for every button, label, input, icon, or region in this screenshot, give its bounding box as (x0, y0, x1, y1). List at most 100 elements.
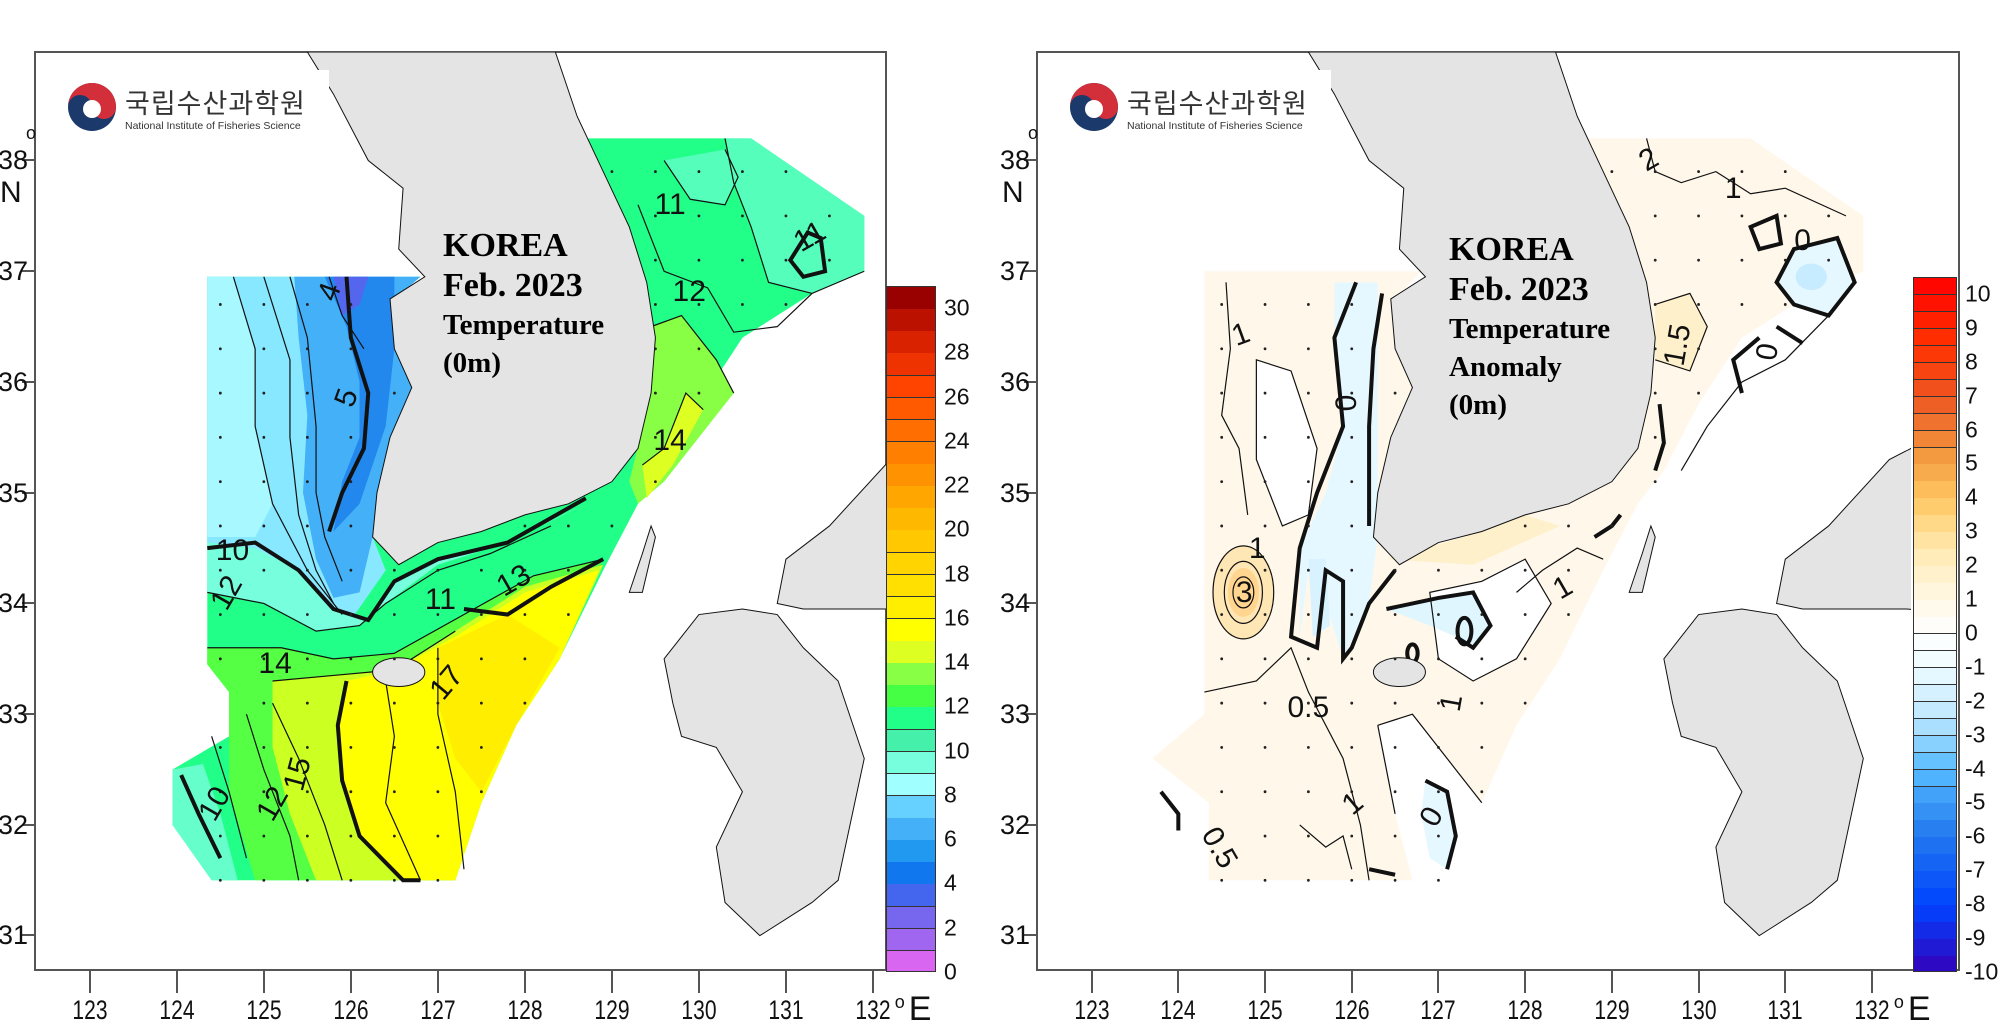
station-dot (218, 347, 222, 351)
station-dot (523, 524, 527, 528)
station-dot (218, 834, 222, 838)
lon-tick-label: 130 (1680, 995, 1717, 1025)
band-10-south (207, 503, 586, 632)
station-dot (1220, 878, 1224, 882)
station-dot (349, 613, 353, 616)
station-dot (523, 613, 527, 616)
contour-line (181, 775, 220, 858)
colorbar-label: -7 (1965, 856, 1986, 883)
station-dot (1523, 613, 1527, 616)
contour-line (273, 703, 343, 880)
colorbar-label: 3 (1965, 517, 1978, 544)
station-dot (1350, 435, 1354, 439)
station-dot (1220, 701, 1224, 705)
station-dot (1740, 258, 1744, 262)
contour-label: 11 (654, 187, 686, 221)
lon-tick-mark (262, 971, 265, 993)
station-dot (349, 745, 353, 749)
contour-line (1224, 561, 1262, 623)
jeju-island (373, 658, 425, 687)
station-dot (1393, 878, 1397, 882)
station-dot (1393, 701, 1397, 705)
station-dot (1783, 170, 1787, 174)
station-dot (1523, 657, 1527, 661)
logo-korean-name: 국립수산과학원 (1127, 89, 1308, 120)
station-dot (479, 613, 483, 616)
contour-label: 1 (1248, 532, 1266, 566)
station-dot (654, 347, 657, 351)
station-dot (262, 657, 266, 661)
colorbar-label: -9 (1965, 924, 1986, 951)
station-dot (392, 701, 396, 705)
station-dot (436, 790, 440, 794)
colorbar-label: 6 (1965, 416, 1978, 443)
station-dot (1740, 303, 1744, 306)
colorbar-label: 5 (1965, 449, 1978, 476)
station-dot (392, 790, 396, 794)
station-dot (1350, 391, 1354, 395)
contour-label: 1.5 (1657, 321, 1698, 369)
colorbar-label: 1 (1965, 585, 1978, 612)
lon-tick-mark (784, 971, 787, 993)
station-dot (523, 568, 527, 572)
station-dot (436, 878, 440, 882)
lon-tick-mark (88, 971, 91, 993)
lat-unit-label: N (0, 176, 22, 210)
station-dot (392, 657, 396, 661)
station-dot (262, 303, 266, 306)
contour-line (264, 277, 334, 604)
station-dot (697, 170, 701, 174)
station-dot (1393, 745, 1397, 749)
colorbar-label: 4 (944, 869, 957, 896)
station-dot (1653, 170, 1657, 174)
title-date: Feb. 2023 (1449, 271, 1589, 308)
lon-tick-label: 130 (681, 995, 717, 1025)
station-dot (654, 214, 657, 218)
colorbar-label: 6 (944, 825, 957, 852)
nifs-logo: 국립수산과학원 National Institute of Fisheries … (1059, 70, 1331, 143)
station-dot (1437, 701, 1440, 705)
station-dot (436, 568, 440, 572)
station-dot (1653, 214, 1657, 218)
station-dot (349, 524, 353, 528)
station-dot (1393, 657, 1397, 661)
degree-symbol: o (1028, 123, 1039, 144)
lon-tick-mark (610, 971, 613, 993)
colorbar-label: -4 (1965, 755, 1986, 782)
station-dot (262, 613, 266, 616)
colorbar-label: -2 (1965, 687, 1986, 714)
station-dot (1350, 790, 1354, 794)
station-dot (1263, 745, 1267, 749)
station-dot (305, 834, 309, 838)
station-dot (784, 303, 788, 306)
station-dot (436, 613, 440, 616)
station-dot (610, 524, 614, 528)
station-dot (1263, 613, 1267, 616)
station-dot (218, 745, 222, 749)
station-dot (1523, 701, 1527, 705)
station-dot (697, 391, 701, 395)
station-dot (218, 303, 222, 306)
station-dot (218, 657, 222, 661)
station-dot (654, 391, 657, 395)
lon-tick-label: 124 (1160, 995, 1196, 1025)
station-dot (1393, 834, 1397, 838)
station-dot (1263, 435, 1267, 439)
contour-line (207, 498, 586, 620)
lon-tick-mark (175, 971, 178, 993)
station-dot (305, 435, 309, 439)
lon-tick-label: 127 (1420, 995, 1456, 1025)
station-dot (567, 613, 570, 616)
degree-symbol: o (26, 123, 37, 144)
kyushu (1664, 609, 1863, 936)
colorbar-label: 7 (1965, 382, 1978, 409)
station-dot (1653, 480, 1657, 484)
station-dot (1263, 701, 1267, 705)
lat-tick-label: 37 (0, 256, 29, 287)
station-dot (1697, 258, 1700, 262)
station-dot (349, 391, 353, 395)
station-dot (654, 435, 657, 439)
title-variable: Temperature (443, 309, 605, 341)
lon-tick-mark (1697, 971, 1700, 993)
station-dot (218, 878, 222, 882)
